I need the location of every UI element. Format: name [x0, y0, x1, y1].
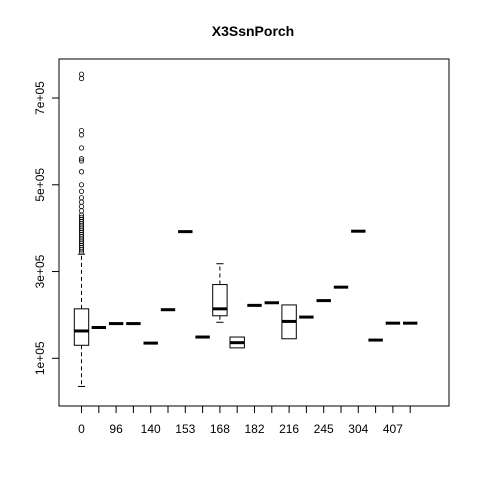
x-tick-label: 304: [348, 422, 368, 436]
box-216: [281, 304, 297, 340]
x-tick-label: 168: [210, 422, 230, 436]
box-body: [73, 308, 90, 346]
outlier-point: [78, 71, 85, 77]
outlier-point: [78, 188, 85, 194]
outlier-point: [78, 156, 85, 162]
outlier-point: [78, 195, 85, 201]
outlier-point: [78, 158, 85, 164]
outlier-point: [78, 75, 85, 82]
plot-frame: [58, 58, 450, 407]
y-tick-label: 7e+05: [33, 81, 47, 115]
y-tick-label: 3e+05: [33, 254, 47, 288]
outlier-point: [78, 182, 85, 188]
x-tick-label: 96: [109, 422, 123, 436]
x-tick-label: 0: [78, 422, 85, 436]
boxes: [73, 71, 418, 387]
box-180: [229, 336, 245, 349]
outlier-point: [78, 132, 85, 138]
outlier-point: [78, 127, 85, 134]
box-0: [73, 71, 90, 387]
outlier-point: [78, 169, 85, 175]
x-axis: 0 96 140 153 168 182 216 245 304 407: [78, 405, 411, 436]
y-axis: 1e+05 3e+05 5e+05 7e+05: [33, 81, 60, 375]
x-tick-label: 140: [141, 422, 161, 436]
outlier-point: [78, 208, 85, 214]
x-tick-label: 245: [314, 422, 334, 436]
x-tick-label: 153: [175, 422, 195, 436]
y-tick-label: 5e+05: [33, 168, 47, 202]
y-tick-label: 1e+05: [33, 341, 47, 375]
outlier-point: [78, 199, 85, 205]
outlier-point: [78, 214, 85, 220]
x-tick-label: 216: [279, 422, 299, 436]
x-tick-label: 182: [244, 422, 264, 436]
chart-title: X3SsnPorch: [212, 23, 294, 39]
outlier-point: [78, 145, 85, 151]
box-body: [212, 284, 228, 317]
outlier-point: [78, 203, 85, 210]
x-tick-label: 407: [383, 422, 403, 436]
box-168: [212, 263, 228, 323]
